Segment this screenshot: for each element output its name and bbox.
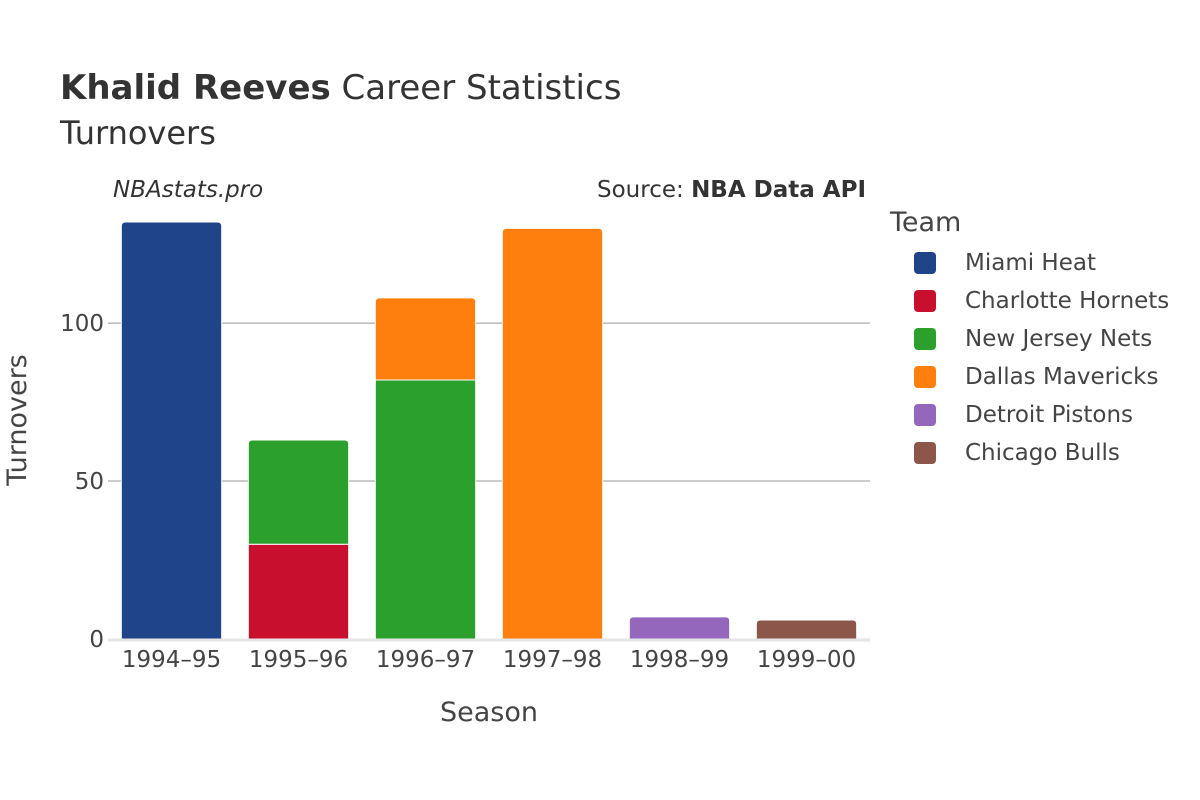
legend-items: Miami Heat Charlotte Hornets New Jersey Ne…	[890, 244, 1169, 472]
x-tick-label-1995–96: 1995–96	[249, 647, 348, 673]
source-prefix: Source:	[597, 177, 692, 203]
source-name: NBA Data API	[691, 177, 866, 203]
player-name: Khalid Reeves	[60, 68, 331, 108]
watermark: NBAstats.pro	[113, 177, 264, 203]
legend-label-new-jersey-nets: New Jersey Nets	[965, 326, 1153, 352]
x-axis-title: Season	[440, 697, 538, 728]
x-tick-label-1997–98: 1997–98	[503, 647, 602, 673]
bar-miami-heat-1994–95	[120, 221, 223, 640]
legend-title: Team	[890, 207, 962, 238]
legend-swatch-chicago-bulls	[914, 442, 936, 464]
legend-swatch-new-jersey-nets	[914, 328, 936, 350]
y-axis-title: Turnovers	[2, 354, 33, 487]
bars	[120, 221, 858, 640]
chart-subtitle: Turnovers	[60, 114, 216, 152]
legend-swatch-detroit-pistons	[914, 404, 936, 426]
legend-label-charlotte-hornets: Charlotte Hornets	[965, 288, 1170, 314]
legend-label-miami-heat: Miami Heat	[965, 250, 1096, 276]
chart-title: Khalid Reeves Career Statistics	[60, 68, 621, 108]
bar-new-jersey-nets-1996–97	[374, 379, 477, 640]
bar-chicago-bulls-1999–00	[755, 619, 858, 640]
x-tick-label-1996–97: 1996–97	[376, 647, 475, 673]
legend-item-miami-heat[interactable]: Miami Heat	[914, 244, 1169, 282]
bar-charlotte-hornets-1995–96	[247, 543, 350, 640]
y-tick-labels: 0 50 100	[60, 311, 104, 653]
y-tick-label-50: 50	[75, 469, 104, 495]
x-tick-labels: 1994–95 1995–96 1996–97 1997–98 1998–99 1999–…	[122, 647, 856, 673]
legend-item-dallas-mavericks[interactable]: Dallas Mavericks	[914, 358, 1169, 396]
legend-label-chicago-bulls: Chicago Bulls	[965, 440, 1120, 466]
legend-label-detroit-pistons: Detroit Pistons	[965, 402, 1134, 428]
legend-label-dallas-mavericks: Dallas Mavericks	[965, 364, 1159, 390]
title-suffix: Career Statistics	[330, 68, 622, 108]
bar-dallas-mavericks-1997–98	[501, 227, 604, 640]
legend-item-chicago-bulls[interactable]: Chicago Bulls	[914, 434, 1169, 472]
legend: Team Miami Heat Charlotte Hornets New Jers…	[890, 207, 1169, 472]
gridlines	[108, 322, 870, 482]
x-tick-label-1998–99: 1998–99	[630, 647, 729, 673]
y-tick-label-0: 0	[89, 627, 104, 653]
source-credit: Source: NBA Data API	[597, 177, 866, 203]
bar-dallas-mavericks-1996–97	[374, 297, 477, 381]
legend-item-new-jersey-nets[interactable]: New Jersey Nets	[914, 320, 1169, 358]
legend-swatch-miami-heat	[914, 252, 936, 274]
bar-detroit-pistons-1998–99	[628, 616, 731, 640]
legend-item-charlotte-hornets[interactable]: Charlotte Hornets	[914, 282, 1169, 320]
legend-swatch-charlotte-hornets	[914, 290, 936, 312]
y-tick-label-100: 100	[60, 311, 104, 337]
legend-swatch-dallas-mavericks	[914, 366, 936, 388]
bar-new-jersey-nets-1995–96	[247, 439, 350, 545]
legend-item-detroit-pistons[interactable]: Detroit Pistons	[914, 396, 1169, 434]
x-tick-label-1994–95: 1994–95	[122, 647, 221, 673]
x-tick-label-1999–00: 1999–00	[757, 647, 856, 673]
